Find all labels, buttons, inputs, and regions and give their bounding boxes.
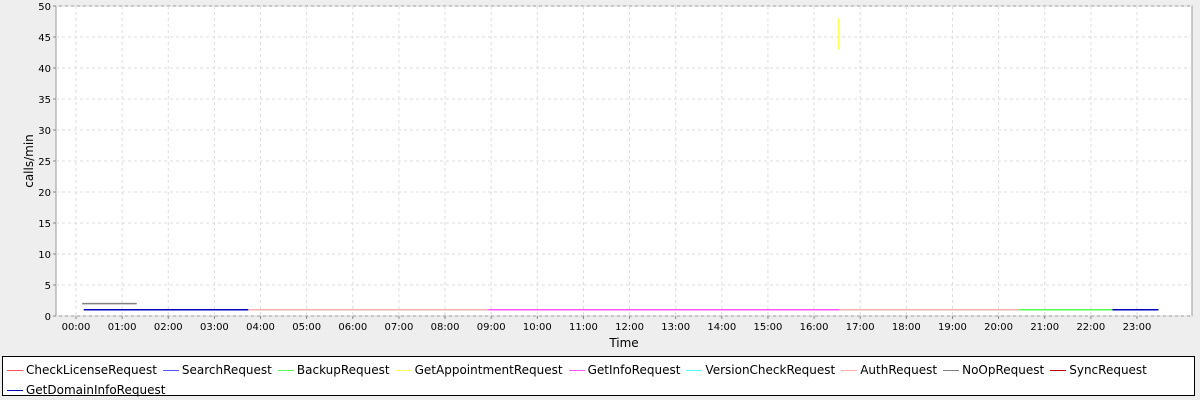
legend-item: SearchRequest bbox=[162, 360, 272, 380]
x-tick-label: 17:00 bbox=[846, 322, 875, 333]
x-tick-label: 22:00 bbox=[1076, 322, 1105, 333]
x-tick-label: 20:00 bbox=[984, 322, 1013, 333]
legend-item: SyncRequest bbox=[1050, 360, 1147, 380]
x-tick-label: 11:00 bbox=[569, 322, 598, 333]
x-tick-label: 08:00 bbox=[431, 322, 460, 333]
legend-label: SearchRequest bbox=[181, 363, 272, 377]
x-axis-label: Time bbox=[608, 336, 638, 350]
legend-swatch bbox=[277, 369, 294, 371]
legend-swatch bbox=[1050, 369, 1067, 371]
legend-label: CheckLicenseRequest bbox=[26, 363, 157, 377]
x-tick-label: 19:00 bbox=[938, 322, 967, 333]
x-tick-label: 06:00 bbox=[338, 322, 367, 333]
x-tick-label: 03:00 bbox=[200, 322, 229, 333]
y-tick-label: 40 bbox=[38, 64, 51, 75]
x-tick-label: 01:00 bbox=[108, 322, 137, 333]
plot-area bbox=[55, 5, 1193, 317]
legend-swatch bbox=[395, 369, 412, 371]
y-tick-label: 5 bbox=[45, 281, 51, 292]
legend-item: GetAppointmentRequest bbox=[395, 360, 563, 380]
y-tick-label: 0 bbox=[45, 312, 51, 323]
x-tick-label: 13:00 bbox=[661, 322, 690, 333]
legend-item: NoOpRequest bbox=[943, 360, 1044, 380]
x-tick-label: 15:00 bbox=[754, 322, 783, 333]
legend-swatch bbox=[841, 369, 858, 371]
legend-item: BackupRequest bbox=[277, 360, 390, 380]
legend-label: GetAppointmentRequest bbox=[414, 363, 563, 377]
legend-item: VersionCheckRequest bbox=[686, 360, 835, 380]
legend-swatch bbox=[943, 369, 960, 371]
legend-label: GetDomainInfoRequest bbox=[26, 383, 166, 397]
x-tick-label: 18:00 bbox=[892, 322, 921, 333]
legend-swatch bbox=[686, 369, 703, 371]
x-tick-label: 12:00 bbox=[615, 322, 644, 333]
x-tick-label: 09:00 bbox=[477, 322, 506, 333]
legend-swatch bbox=[7, 389, 23, 391]
y-tick-label: 25 bbox=[38, 157, 51, 168]
x-tick-label: 00:00 bbox=[62, 322, 91, 333]
legend-label: GetInfoRequest bbox=[587, 363, 681, 377]
y-tick-label: 20 bbox=[38, 188, 51, 199]
legend-label: SyncRequest bbox=[1069, 363, 1147, 377]
legend-item: GetDomainInfoRequest bbox=[7, 380, 165, 400]
x-tick-label: 10:00 bbox=[523, 322, 552, 333]
x-tick-label: 07:00 bbox=[384, 322, 413, 333]
legend-label: AuthRequest bbox=[860, 363, 938, 377]
x-tick-label: 05:00 bbox=[292, 322, 321, 333]
legend-label: VersionCheckRequest bbox=[705, 363, 836, 377]
x-tick-label: 02:00 bbox=[154, 322, 183, 333]
x-tick-label: 16:00 bbox=[800, 322, 829, 333]
x-tick-label: 04:00 bbox=[246, 322, 275, 333]
legend-swatch bbox=[162, 369, 179, 371]
y-tick-label: 30 bbox=[38, 126, 51, 137]
legend-label: NoOpRequest bbox=[962, 363, 1045, 377]
y-tick-label: 35 bbox=[38, 95, 51, 106]
chart: 0 5 10 15 20 25 30 35 40 45 50 00:00 01:00 02:00 03:0… bbox=[22, 2, 1193, 350]
x-tick-label: 23:00 bbox=[1123, 322, 1152, 333]
legend-item: AuthRequest bbox=[841, 360, 937, 380]
legend-item: CheckLicenseRequest bbox=[7, 360, 157, 380]
legend-label: BackupRequest bbox=[296, 363, 390, 377]
legend-swatch bbox=[568, 369, 585, 371]
legend-swatch bbox=[7, 369, 23, 371]
y-tick-label: 50 bbox=[38, 2, 51, 13]
x-tick-label: 14:00 bbox=[707, 322, 736, 333]
y-axis-label: calls/min bbox=[22, 134, 36, 188]
y-tick-label: 15 bbox=[38, 219, 51, 230]
legend: CheckLicenseRequest SearchRequest BackupRe… bbox=[2, 356, 1195, 397]
y-tick-label: 10 bbox=[38, 250, 51, 261]
legend-item: GetInfoRequest bbox=[568, 360, 681, 380]
y-tick-label: 45 bbox=[38, 33, 51, 44]
x-tick-label: 21:00 bbox=[1030, 322, 1059, 333]
